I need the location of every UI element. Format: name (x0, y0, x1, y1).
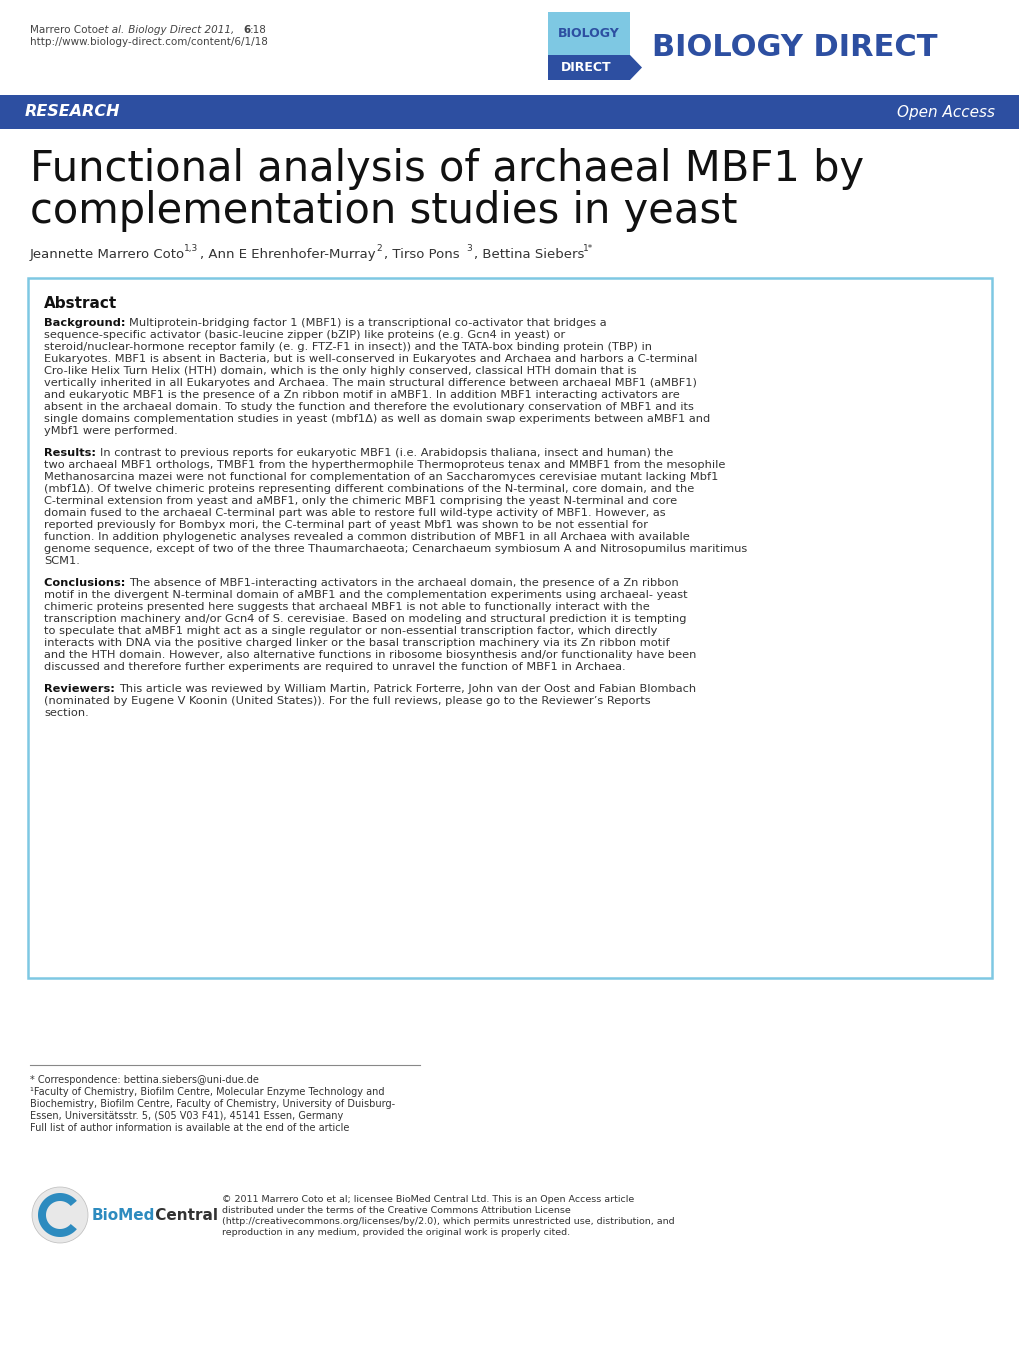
Text: absent in the archaeal domain. To study the function and therefore the evolution: absent in the archaeal domain. To study … (44, 402, 693, 412)
Text: and the HTH domain. However, also alternative functions in ribosome biosynthesis: and the HTH domain. However, also altern… (44, 650, 696, 660)
Text: * Correspondence: bettina.siebers@uni-due.de: * Correspondence: bettina.siebers@uni-du… (30, 1075, 259, 1084)
Text: Conclusions:: Conclusions: (44, 578, 129, 588)
Text: transcription machinery and/or Gcn4 of S. cerevisiae. Based on modeling and stru: transcription machinery and/or Gcn4 of S… (44, 614, 686, 624)
Text: yMbf1 were performed.: yMbf1 were performed. (44, 425, 177, 436)
Text: (nominated by Eugene V Koonin (United States)). For the full reviews, please go : (nominated by Eugene V Koonin (United St… (44, 696, 650, 705)
Text: http://www.biology-direct.com/content/6/1/18: http://www.biology-direct.com/content/6/… (30, 37, 268, 48)
Text: The absence of MBF1-interacting activators in the archaeal domain, the presence : The absence of MBF1-interacting activato… (129, 578, 679, 588)
Text: This article was reviewed by William Martin, Patrick Forterre, John van der Oost: This article was reviewed by William Mar… (119, 684, 695, 694)
Polygon shape (630, 54, 641, 80)
Text: Full list of author information is available at the end of the article: Full list of author information is avail… (30, 1123, 350, 1133)
Text: vertically inherited in all Eukaryotes and Archaea. The main structural differen: vertically inherited in all Eukaryotes a… (44, 378, 696, 389)
Text: two archaeal MBF1 orthologs, TMBF1 from the hyperthermophile Thermoproteus tenax: two archaeal MBF1 orthologs, TMBF1 from … (44, 459, 725, 470)
Text: domain fused to the archaeal C-terminal part was able to restore full wild-type : domain fused to the archaeal C-terminal … (44, 508, 665, 518)
Text: , Bettina Siebers: , Bettina Siebers (474, 247, 584, 261)
Text: genome sequence, except of two of the three Thaumarchaeota; Cenarchaeum symbiosu: genome sequence, except of two of the th… (44, 544, 747, 554)
Text: (http://creativecommons.org/licenses/by/2.0), which permits unrestricted use, di: (http://creativecommons.org/licenses/by/… (222, 1218, 674, 1226)
Text: and eukaryotic MBF1 is the presence of a Zn ribbon motif in aMBF1. In addition M: and eukaryotic MBF1 is the presence of a… (44, 390, 679, 400)
Text: Biology Direct 2011,: Biology Direct 2011, (125, 24, 237, 35)
FancyBboxPatch shape (28, 279, 991, 978)
Text: interacts with DNA via the positive charged linker or the basal transcription ma: interacts with DNA via the positive char… (44, 637, 668, 648)
Text: 3: 3 (466, 245, 471, 253)
Text: Open Access: Open Access (896, 105, 994, 120)
Text: Jeannette Marrero Coto: Jeannette Marrero Coto (30, 247, 184, 261)
Text: section.: section. (44, 708, 89, 718)
Text: DIRECT: DIRECT (560, 61, 610, 73)
Text: BIOLOGY: BIOLOGY (557, 27, 620, 39)
Text: , Ann E Ehrenhofer-Murray: , Ann E Ehrenhofer-Murray (200, 247, 375, 261)
Text: RESEARCH: RESEARCH (25, 105, 120, 120)
Text: Cro-like Helix Turn Helix (HTH) domain, which is the only highly conserved, clas: Cro-like Helix Turn Helix (HTH) domain, … (44, 366, 636, 376)
Text: C-terminal extension from yeast and aMBF1, only the chimeric MBF1 comprising the: C-terminal extension from yeast and aMBF… (44, 496, 677, 506)
Text: 2: 2 (376, 245, 381, 253)
Text: Methanosarcina mazei were not functional for complementation of an Saccharomyces: Methanosarcina mazei were not functional… (44, 472, 717, 482)
Text: motif in the divergent N-terminal domain of aMBF1 and the complementation experi: motif in the divergent N-terminal domain… (44, 590, 687, 601)
Text: Marrero Coto: Marrero Coto (30, 24, 101, 35)
Text: to speculate that aMBF1 might act as a single regulator or non-essential transcr: to speculate that aMBF1 might act as a s… (44, 626, 656, 636)
Text: Reviewers:: Reviewers: (44, 684, 119, 694)
Text: Multiprotein-bridging factor 1 (MBF1) is a transcriptional co-activator that bri: Multiprotein-bridging factor 1 (MBF1) is… (129, 318, 606, 328)
Text: Functional analysis of archaeal MBF1 by: Functional analysis of archaeal MBF1 by (30, 148, 863, 190)
Text: Results:: Results: (44, 448, 100, 458)
Text: , Tirso Pons: , Tirso Pons (383, 247, 460, 261)
Text: SCM1.: SCM1. (44, 556, 79, 565)
Text: function. In addition phylogenetic analyses revealed a common distribution of MB: function. In addition phylogenetic analy… (44, 531, 689, 542)
Text: Background:: Background: (44, 318, 129, 328)
Text: chimeric proteins presented here suggests that archaeal MBF1 is not able to func: chimeric proteins presented here suggest… (44, 602, 649, 612)
Text: reproduction in any medium, provided the original work is properly cited.: reproduction in any medium, provided the… (222, 1229, 570, 1237)
Bar (0, 95, 1019, 129)
Text: discussed and therefore further experiments are required to unravel the function: discussed and therefore further experime… (44, 662, 625, 671)
Text: 1*: 1* (583, 245, 593, 253)
Text: 6: 6 (243, 24, 250, 35)
Text: steroid/nuclear-hormone receptor family (e. g. FTZ-F1 in insect)) and the TATA-b: steroid/nuclear-hormone receptor family … (44, 342, 651, 352)
Text: Central: Central (150, 1208, 218, 1223)
Text: In contrast to previous reports for eukaryotic MBF1 (i.e. Arabidopsis thaliana, : In contrast to previous reports for euka… (100, 448, 673, 458)
Text: BIOLOGY DIRECT: BIOLOGY DIRECT (651, 34, 936, 63)
Bar (547, 54, 630, 80)
Text: BioMed: BioMed (92, 1208, 155, 1223)
Text: 1,3: 1,3 (183, 245, 198, 253)
Text: distributed under the terms of the Creative Commons Attribution License: distributed under the terms of the Creat… (222, 1205, 571, 1215)
Text: et al.: et al. (98, 24, 124, 35)
Circle shape (32, 1186, 88, 1243)
Bar (547, 12, 630, 54)
Text: sequence-specific activator (basic-leucine zipper (bZIP) like proteins (e.g. Gcn: sequence-specific activator (basic-leuci… (44, 330, 565, 340)
Text: (mbf1Δ). Of twelve chimeric proteins representing different combinations of the : (mbf1Δ). Of twelve chimeric proteins rep… (44, 484, 694, 495)
Text: ¹Faculty of Chemistry, Biofilm Centre, Molecular Enzyme Technology and: ¹Faculty of Chemistry, Biofilm Centre, M… (30, 1087, 384, 1097)
Text: Essen, Universitätsstr. 5, (S05 V03 F41), 45141 Essen, Germany: Essen, Universitätsstr. 5, (S05 V03 F41)… (30, 1112, 343, 1121)
Polygon shape (38, 1193, 76, 1237)
Text: Biochemistry, Biofilm Centre, Faculty of Chemistry, University of Duisburg-: Biochemistry, Biofilm Centre, Faculty of… (30, 1099, 394, 1109)
Text: :18: :18 (250, 24, 267, 35)
Text: reported previously for Bombyx mori, the C-terminal part of yeast Mbf1 was shown: reported previously for Bombyx mori, the… (44, 520, 647, 530)
Text: © 2011 Marrero Coto et al; licensee BioMed Central Ltd. This is an Open Access a: © 2011 Marrero Coto et al; licensee BioM… (222, 1195, 634, 1204)
Text: complementation studies in yeast: complementation studies in yeast (30, 190, 737, 232)
Text: single domains complementation studies in yeast (mbf1Δ) as well as domain swap e: single domains complementation studies i… (44, 414, 709, 424)
Text: Eukaryotes. MBF1 is absent in Bacteria, but is well-conserved in Eukaryotes and : Eukaryotes. MBF1 is absent in Bacteria, … (44, 353, 697, 364)
Text: Abstract: Abstract (44, 296, 117, 311)
